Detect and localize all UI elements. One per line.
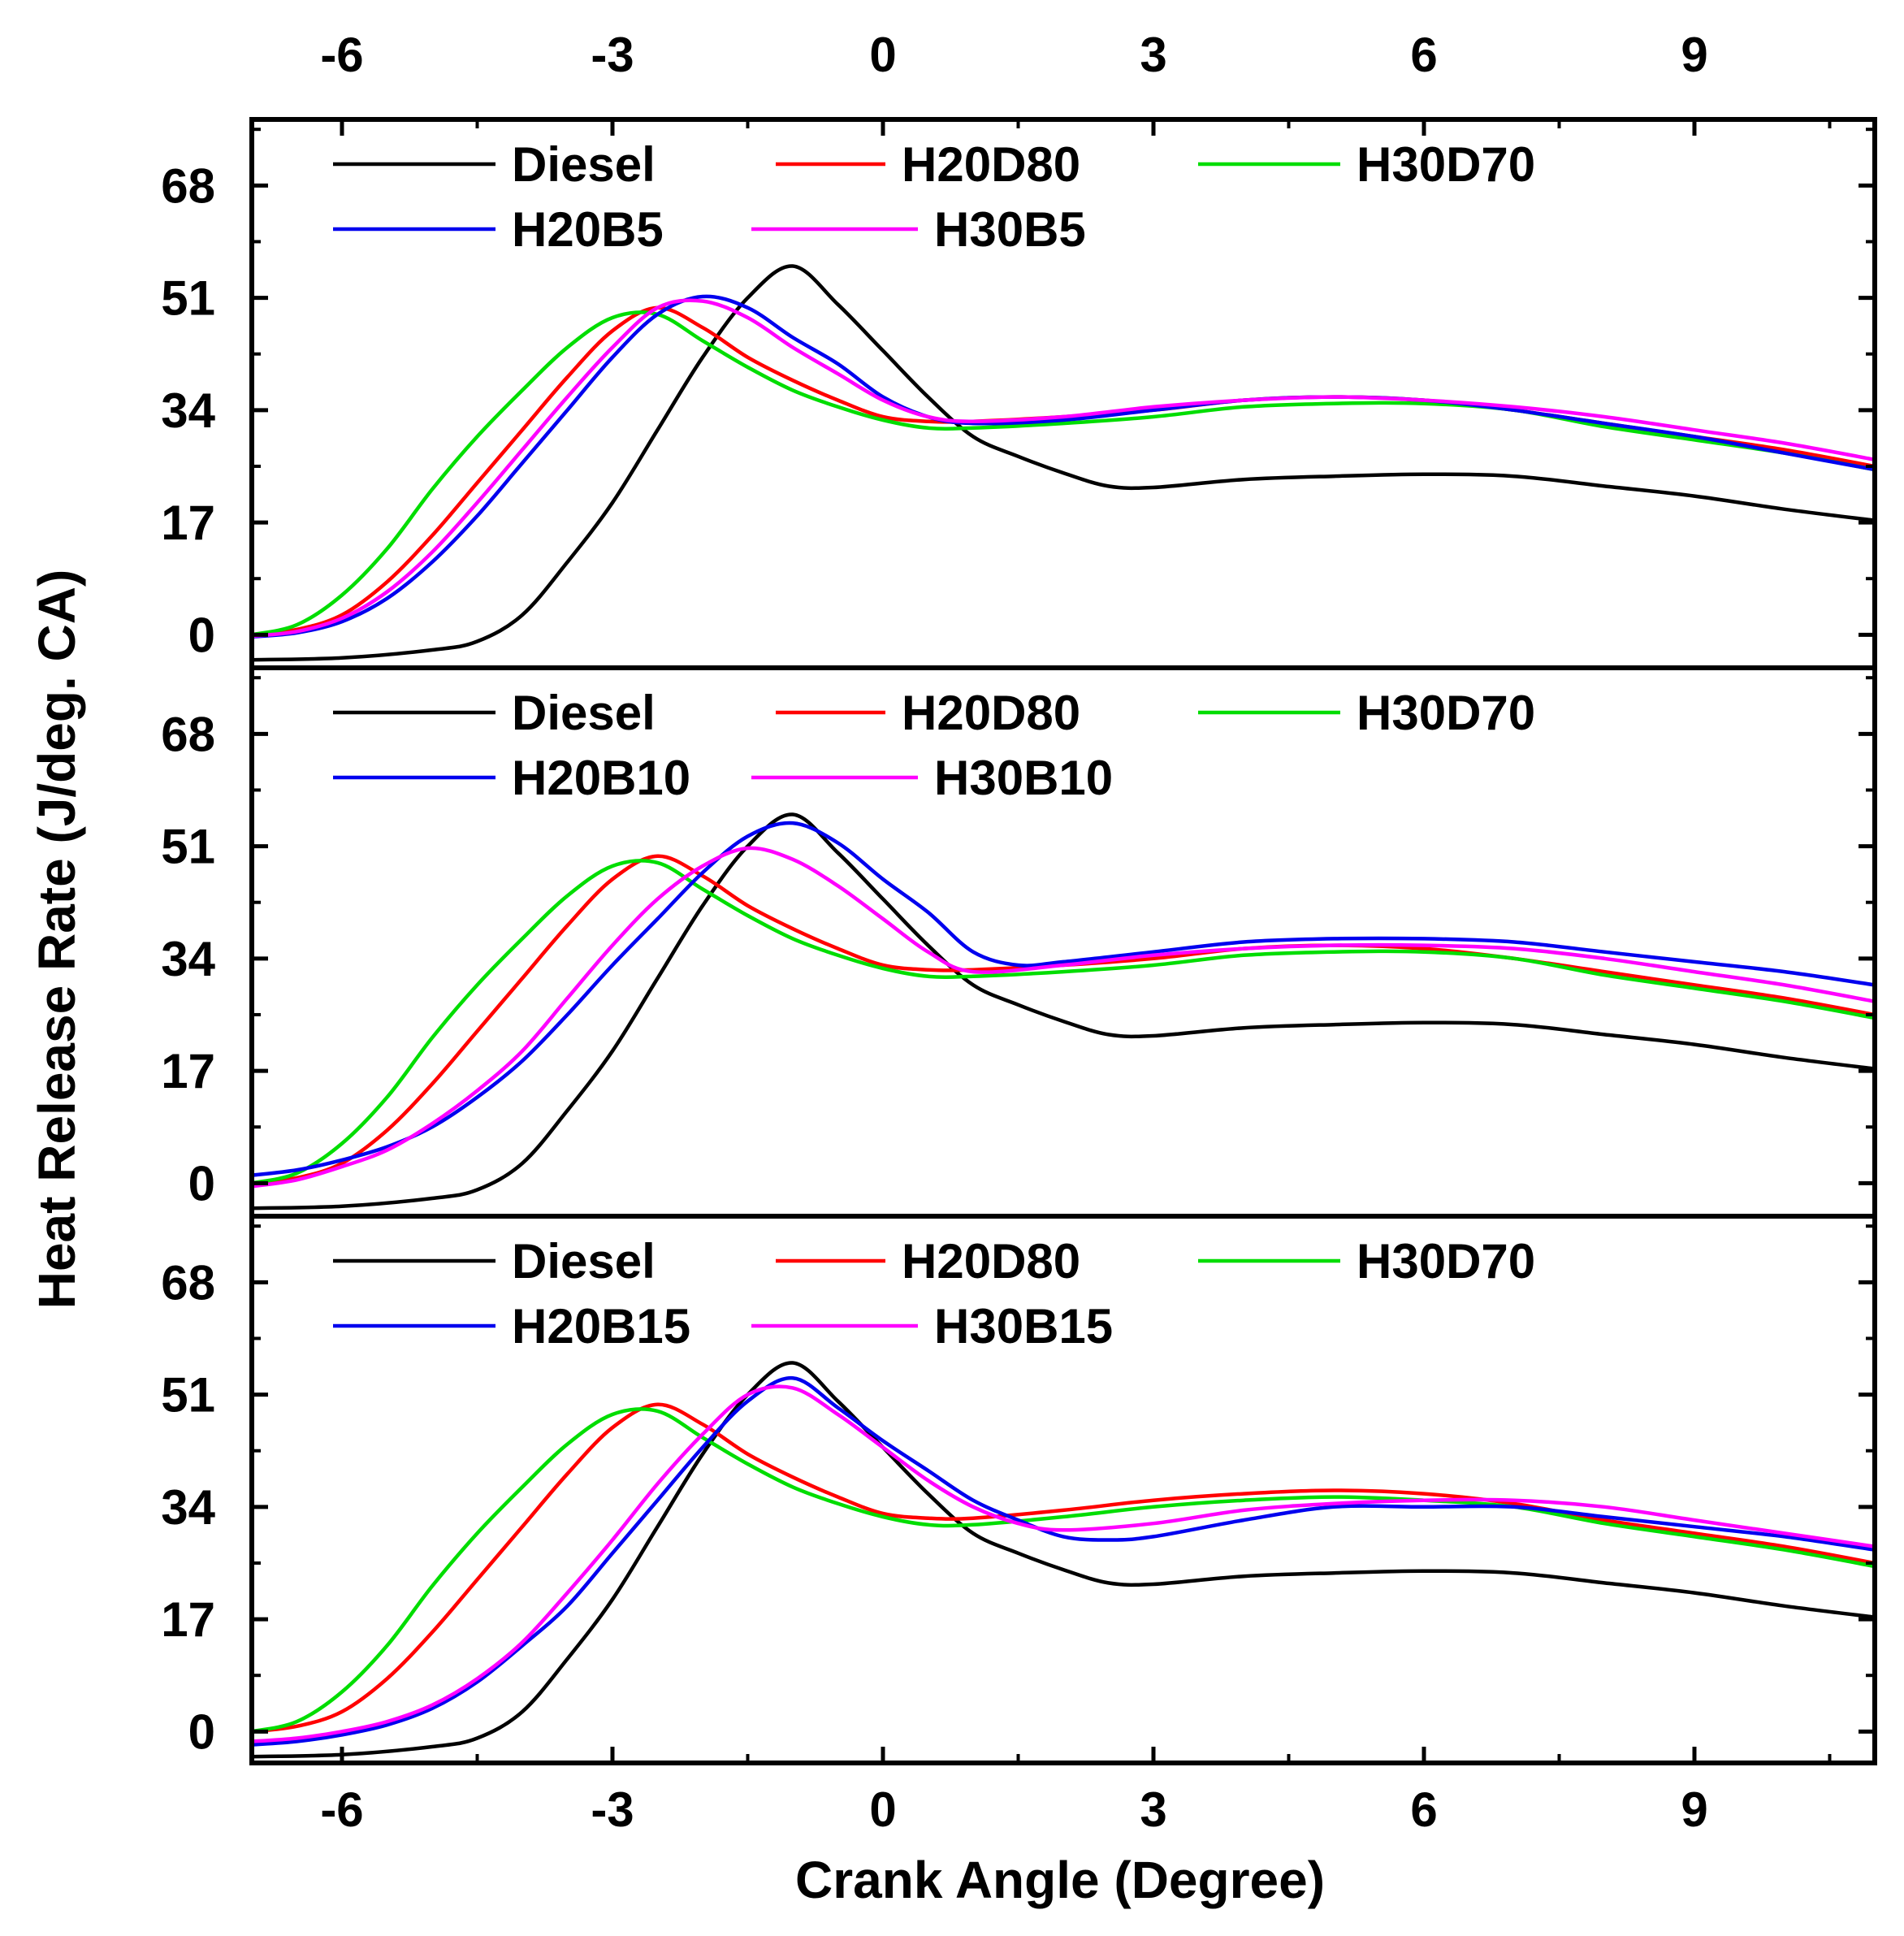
series-line-diesel	[252, 812, 1875, 1211]
x-tick-label-top: 3	[1140, 28, 1166, 82]
legend-label-h30d70: H30D70	[1357, 137, 1535, 192]
y-tick-label: 0	[188, 1704, 215, 1759]
x-tick-label-bottom: 0	[869, 1782, 896, 1837]
x-tick-label-bottom: 9	[1681, 1782, 1707, 1837]
y-tick-label: 51	[161, 1368, 215, 1423]
x-tick-label-top: 9	[1681, 28, 1707, 82]
x-tick-label-bottom: -3	[591, 1782, 634, 1837]
series-line-diesel	[252, 264, 1875, 662]
x-tick-label-top: -6	[320, 28, 363, 82]
series-line-h30b10	[252, 846, 1875, 1189]
legend-label-h20b10: H20B10	[512, 751, 690, 805]
legend-label-h20d80: H20D80	[902, 137, 1080, 192]
legend-label-h30b10: H30B10	[934, 751, 1113, 805]
legend-label-diesel: Diesel	[512, 1234, 656, 1289]
y-tick-label: 17	[161, 1044, 215, 1098]
y-tick-label: 34	[161, 383, 215, 438]
legend-label-diesel: Diesel	[512, 137, 656, 192]
legend-label-h20b5: H20B5	[512, 202, 664, 257]
legend-panel-1: Diesel H20D80 H30D70 H20B5 H30B5	[333, 137, 1535, 257]
series-line-h20d80	[252, 1402, 1875, 1734]
legend-panel-3: Diesel H20D80 H30D70 H20B15 H30B15	[333, 1234, 1535, 1353]
x-tick-label-top: -3	[591, 28, 634, 82]
legend-label-h20d80: H20D80	[902, 1234, 1080, 1289]
legend-label-h30d70: H30D70	[1357, 1234, 1535, 1289]
x-tick-label-top: 6	[1410, 28, 1437, 82]
series-line-h30b5	[252, 298, 1875, 639]
series-line-h30d70	[252, 859, 1875, 1185]
y-axis-title: Heat Release Rate (J/deg. CA)	[28, 570, 86, 1310]
y-tick-label: 68	[161, 158, 215, 213]
y-tick-label: 17	[161, 1592, 215, 1647]
y-tick-label: 0	[188, 1156, 215, 1211]
panel-1	[252, 264, 1875, 662]
x-tick-label-top: 0	[869, 28, 896, 82]
legend-label-h30b5: H30B5	[934, 202, 1086, 257]
y-tick-label: 51	[161, 820, 215, 874]
legend-label-h30d70: H30D70	[1357, 686, 1535, 740]
series-line-h20b5	[252, 294, 1875, 639]
series-line-h20b10	[252, 821, 1875, 1177]
legend-label-h20b15: H20B15	[512, 1299, 690, 1353]
y-tick-label: 68	[161, 707, 215, 761]
panel-3	[252, 1361, 1875, 1759]
y-tick-label: 17	[161, 496, 215, 550]
legend-label-h30b15: H30B15	[934, 1299, 1113, 1353]
y-tick-label: 68	[161, 1255, 215, 1310]
panels-layer	[252, 264, 1875, 1759]
y-tick-label: 0	[188, 608, 215, 662]
legend-panel-2: Diesel H20D80 H30D70 H20B10 H30B10	[333, 686, 1535, 805]
x-tick-label-bottom: -6	[320, 1782, 363, 1837]
y-tick-label: 34	[161, 932, 215, 986]
plot-frame	[249, 117, 1877, 1765]
x-axis-title: Crank Angle (Degree)	[795, 1851, 1325, 1909]
series-line-h30b15	[252, 1384, 1875, 1743]
x-tick-label-bottom: 3	[1140, 1782, 1166, 1837]
series-line-h20b15	[252, 1375, 1875, 1747]
y-tick-label: 51	[161, 271, 215, 326]
x-tick-label-bottom: 6	[1410, 1782, 1437, 1837]
series-line-diesel	[252, 1361, 1875, 1759]
axes-layer: 0 17 34 51 68 Diesel H20D80 H30D70 H20B5 H30B5 0 17…	[161, 28, 1877, 1837]
y-tick-label: 34	[161, 1480, 215, 1535]
panel-2	[252, 812, 1875, 1211]
legend-label-h20d80: H20D80	[902, 686, 1080, 740]
legend-label-diesel: Diesel	[512, 686, 656, 740]
